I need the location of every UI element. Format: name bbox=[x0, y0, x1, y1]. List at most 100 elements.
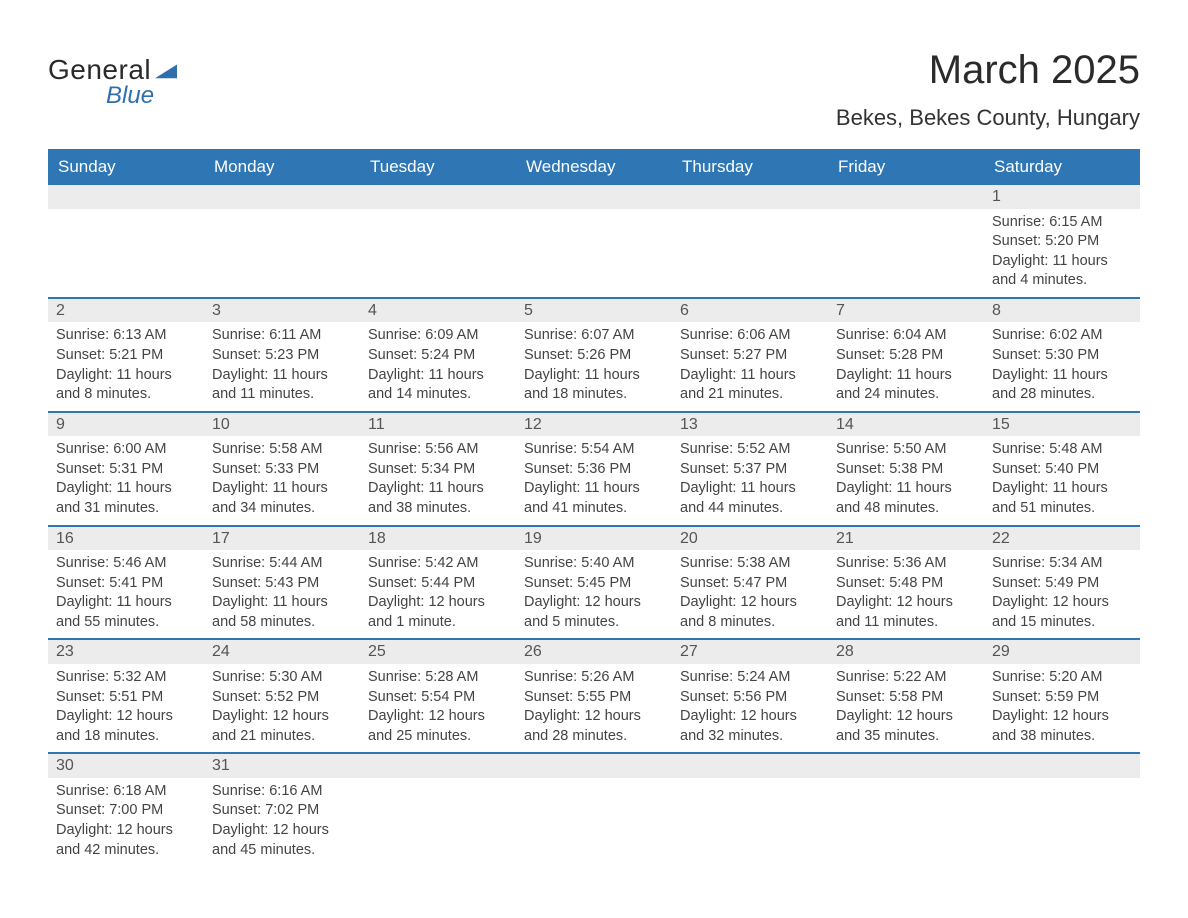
day-cell: 16Sunrise: 5:46 AMSunset: 5:41 PMDayligh… bbox=[48, 527, 204, 639]
sunrise-line: Sunrise: 5:50 AM bbox=[836, 440, 984, 460]
daylight-line: Daylight: 11 hours bbox=[368, 366, 516, 386]
day-number: 10 bbox=[204, 413, 360, 437]
daylight-line: Daylight: 11 hours bbox=[680, 479, 828, 499]
day-cell bbox=[984, 754, 1140, 866]
sunrise-line: Sunrise: 6:09 AM bbox=[368, 326, 516, 346]
daylight-line: and 44 minutes. bbox=[680, 499, 828, 519]
day-cell: 1Sunrise: 6:15 AMSunset: 5:20 PMDaylight… bbox=[984, 185, 1140, 297]
daylight-line: and 58 minutes. bbox=[212, 613, 360, 633]
daylight-line: and 11 minutes. bbox=[212, 385, 360, 405]
day-number: 21 bbox=[828, 527, 984, 551]
day-cell: 28Sunrise: 5:22 AMSunset: 5:58 PMDayligh… bbox=[828, 640, 984, 752]
daylight-line: and 31 minutes. bbox=[56, 499, 204, 519]
daylight-line: Daylight: 11 hours bbox=[368, 479, 516, 499]
day-number: 18 bbox=[360, 527, 516, 551]
week-row: 9Sunrise: 6:00 AMSunset: 5:31 PMDaylight… bbox=[48, 413, 1140, 527]
daylight-line: and 38 minutes. bbox=[992, 727, 1140, 747]
sunset-line: Sunset: 5:28 PM bbox=[836, 346, 984, 366]
day-number: 20 bbox=[672, 527, 828, 551]
day-number: 31 bbox=[204, 754, 360, 778]
sunset-line: Sunset: 5:52 PM bbox=[212, 688, 360, 708]
daylight-line: Daylight: 11 hours bbox=[56, 366, 204, 386]
daylight-line: and 42 minutes. bbox=[56, 841, 204, 861]
day-number: 27 bbox=[672, 640, 828, 664]
sunrise-line: Sunrise: 5:52 AM bbox=[680, 440, 828, 460]
daylight-line: and 5 minutes. bbox=[524, 613, 672, 633]
day-number bbox=[984, 754, 1140, 778]
sunrise-line: Sunrise: 5:38 AM bbox=[680, 554, 828, 574]
day-number bbox=[672, 754, 828, 778]
sunset-line: Sunset: 7:02 PM bbox=[212, 801, 360, 821]
brand-logo: General Blue bbox=[48, 48, 177, 110]
sunset-line: Sunset: 5:21 PM bbox=[56, 346, 204, 366]
brand-name-part2: Blue bbox=[106, 82, 154, 110]
day-cell: 17Sunrise: 5:44 AMSunset: 5:43 PMDayligh… bbox=[204, 527, 360, 639]
weekday-header: Wednesday bbox=[516, 149, 672, 185]
daylight-line: Daylight: 12 hours bbox=[368, 707, 516, 727]
day-cell bbox=[516, 185, 672, 297]
sunset-line: Sunset: 5:58 PM bbox=[836, 688, 984, 708]
daylight-line: Daylight: 12 hours bbox=[56, 707, 204, 727]
day-cell: 25Sunrise: 5:28 AMSunset: 5:54 PMDayligh… bbox=[360, 640, 516, 752]
day-cell: 10Sunrise: 5:58 AMSunset: 5:33 PMDayligh… bbox=[204, 413, 360, 525]
day-number: 15 bbox=[984, 413, 1140, 437]
day-number: 9 bbox=[48, 413, 204, 437]
sunrise-line: Sunrise: 5:30 AM bbox=[212, 668, 360, 688]
daylight-line: Daylight: 12 hours bbox=[212, 707, 360, 727]
sunrise-line: Sunrise: 6:00 AM bbox=[56, 440, 204, 460]
daylight-line: and 1 minute. bbox=[368, 613, 516, 633]
day-number: 19 bbox=[516, 527, 672, 551]
daylight-line: Daylight: 12 hours bbox=[212, 821, 360, 841]
day-cell: 29Sunrise: 5:20 AMSunset: 5:59 PMDayligh… bbox=[984, 640, 1140, 752]
sunrise-line: Sunrise: 6:15 AM bbox=[992, 213, 1140, 233]
day-number: 8 bbox=[984, 299, 1140, 323]
sunset-line: Sunset: 5:45 PM bbox=[524, 574, 672, 594]
daylight-line: and 4 minutes. bbox=[992, 271, 1140, 291]
week-row: 1Sunrise: 6:15 AMSunset: 5:20 PMDaylight… bbox=[48, 185, 1140, 299]
daylight-line: Daylight: 12 hours bbox=[992, 593, 1140, 613]
sunrise-line: Sunrise: 6:02 AM bbox=[992, 326, 1140, 346]
day-cell: 24Sunrise: 5:30 AMSunset: 5:52 PMDayligh… bbox=[204, 640, 360, 752]
day-cell: 22Sunrise: 5:34 AMSunset: 5:49 PMDayligh… bbox=[984, 527, 1140, 639]
day-cell: 30Sunrise: 6:18 AMSunset: 7:00 PMDayligh… bbox=[48, 754, 204, 866]
daylight-line: and 38 minutes. bbox=[368, 499, 516, 519]
daylight-line: Daylight: 12 hours bbox=[680, 593, 828, 613]
sunrise-line: Sunrise: 5:20 AM bbox=[992, 668, 1140, 688]
sunrise-line: Sunrise: 5:58 AM bbox=[212, 440, 360, 460]
day-number: 14 bbox=[828, 413, 984, 437]
daylight-line: Daylight: 11 hours bbox=[212, 479, 360, 499]
sunset-line: Sunset: 5:54 PM bbox=[368, 688, 516, 708]
sunset-line: Sunset: 5:34 PM bbox=[368, 460, 516, 480]
day-cell: 19Sunrise: 5:40 AMSunset: 5:45 PMDayligh… bbox=[516, 527, 672, 639]
daylight-line: and 24 minutes. bbox=[836, 385, 984, 405]
day-cell bbox=[516, 754, 672, 866]
day-cell: 15Sunrise: 5:48 AMSunset: 5:40 PMDayligh… bbox=[984, 413, 1140, 525]
sunrise-line: Sunrise: 5:48 AM bbox=[992, 440, 1140, 460]
daylight-line: and 34 minutes. bbox=[212, 499, 360, 519]
daylight-line: and 15 minutes. bbox=[992, 613, 1140, 633]
sunset-line: Sunset: 5:47 PM bbox=[680, 574, 828, 594]
daylight-line: Daylight: 12 hours bbox=[680, 707, 828, 727]
day-cell: 18Sunrise: 5:42 AMSunset: 5:44 PMDayligh… bbox=[360, 527, 516, 639]
daylight-line: and 25 minutes. bbox=[368, 727, 516, 747]
day-cell: 13Sunrise: 5:52 AMSunset: 5:37 PMDayligh… bbox=[672, 413, 828, 525]
daylight-line: and 21 minutes. bbox=[680, 385, 828, 405]
day-number: 12 bbox=[516, 413, 672, 437]
day-number: 23 bbox=[48, 640, 204, 664]
sunrise-line: Sunrise: 6:04 AM bbox=[836, 326, 984, 346]
day-number bbox=[516, 185, 672, 209]
daylight-line: and 8 minutes. bbox=[56, 385, 204, 405]
daylight-line: Daylight: 11 hours bbox=[836, 366, 984, 386]
day-number: 6 bbox=[672, 299, 828, 323]
daylight-line: Daylight: 12 hours bbox=[992, 707, 1140, 727]
daylight-line: Daylight: 12 hours bbox=[524, 593, 672, 613]
daylight-line: and 51 minutes. bbox=[992, 499, 1140, 519]
day-cell: 20 Sunrise: 5:38 AMSunset: 5:47 PMDayligh… bbox=[672, 527, 828, 639]
day-number: 22 bbox=[984, 527, 1140, 551]
day-number bbox=[516, 754, 672, 778]
sunset-line: Sunset: 5:37 PM bbox=[680, 460, 828, 480]
day-cell bbox=[828, 754, 984, 866]
sunrise-line: Sunrise: 5:56 AM bbox=[368, 440, 516, 460]
day-cell: 23Sunrise: 5:32 AMSunset: 5:51 PMDayligh… bbox=[48, 640, 204, 752]
sunrise-line: Sunrise: 6:07 AM bbox=[524, 326, 672, 346]
